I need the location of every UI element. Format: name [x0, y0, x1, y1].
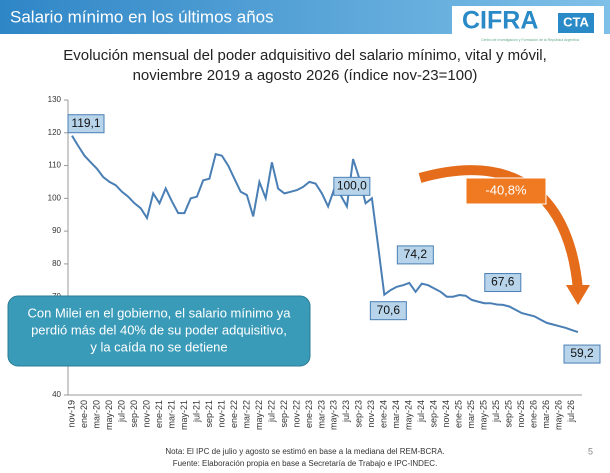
data-label: 100,0: [337, 179, 367, 193]
x-tick-label: ene-26: [529, 400, 539, 428]
data-label: 67,6: [491, 275, 515, 289]
y-tick-label: 80: [52, 259, 61, 268]
x-tick-label: sep-22: [279, 400, 289, 428]
footnote: Nota: El IPC de julio y agosto se estimó…: [165, 447, 444, 456]
x-tick-label: ene-25: [454, 400, 464, 428]
x-tick-label: jul-25: [491, 400, 501, 423]
x-tick-label: mar-24: [391, 400, 401, 429]
change-label: -40,8%: [485, 182, 527, 197]
logo-suffix: CTA: [563, 14, 589, 29]
x-tick-label: jul-23: [341, 400, 351, 423]
x-tick-label: nov-19: [66, 400, 76, 428]
logo: CIFRA: [462, 7, 538, 35]
x-tick-label: jul-26: [566, 400, 576, 423]
x-tick-label: may-24: [404, 400, 414, 430]
x-tick-label: sep-20: [129, 400, 139, 428]
x-tick-label: sep-24: [429, 400, 439, 428]
x-tick-label: nov-23: [366, 400, 376, 428]
data-label-box: [484, 273, 522, 293]
x-tick-label: nov-25: [516, 400, 526, 428]
callout-text: Con Milei en el gobierno, el salario mín…: [27, 305, 291, 320]
x-tick-label: mar-26: [541, 400, 551, 429]
x-tick-label: may-21: [179, 400, 189, 430]
x-tick-label: sep-23: [354, 400, 364, 428]
x-tick-label: mar-21: [166, 400, 176, 429]
series-line: [71, 135, 579, 334]
x-tick-label: nov-20: [141, 400, 151, 428]
callout-text: perdió más del 40% de su poder adquisiti…: [31, 322, 287, 337]
footnote: Fuente: Elaboración propia en base a Sec…: [173, 459, 438, 468]
callout-text: y la caída no se detiene: [90, 339, 227, 354]
logo-subtitle: Centro de Investigación y Formación de l…: [481, 38, 579, 42]
x-tick-label: ene-24: [379, 400, 389, 428]
x-tick-label: nov-24: [441, 400, 451, 428]
x-tick-label: jul-21: [191, 400, 201, 423]
chart-title: noviembre 2019 a agosto 2026 (índice nov…: [133, 67, 478, 84]
x-tick-label: ene-23: [304, 400, 314, 428]
x-tick-label: sep-21: [204, 400, 214, 428]
data-label: 74,2: [404, 247, 428, 261]
y-tick-label: 130: [48, 95, 62, 104]
data-label-box: [396, 245, 434, 265]
x-tick-label: ene-21: [154, 400, 164, 428]
page-number: 5: [588, 446, 593, 456]
data-label: 59,2: [570, 346, 594, 360]
data-label-box: [333, 176, 371, 196]
x-tick-label: mar-25: [466, 400, 476, 429]
x-tick-label: mar-22: [241, 400, 251, 429]
callout-box: [7, 295, 311, 367]
x-tick-label: may-22: [254, 400, 264, 430]
data-label: 119,1: [71, 116, 100, 130]
x-tick-label: jul-22: [266, 400, 276, 423]
y-tick-label: 90: [52, 226, 61, 235]
logo-suffix-box: [558, 13, 594, 33]
y-tick-label: 110: [48, 161, 61, 170]
x-tick-label: may-25: [479, 400, 489, 430]
data-label-box: [563, 344, 601, 364]
x-tick-label: nov-22: [291, 400, 301, 428]
arrow-head: [566, 285, 590, 305]
x-tick-label: jul-20: [116, 400, 126, 423]
x-tick-label: ene-20: [79, 400, 89, 428]
data-label-box: [369, 301, 407, 321]
y-tick-label: 100: [48, 193, 62, 202]
change-box: [465, 177, 547, 205]
x-tick-label: nov-21: [216, 400, 226, 428]
y-tick-label: 40: [52, 390, 61, 399]
data-label: 70,6: [377, 303, 401, 317]
x-tick-label: may-23: [329, 400, 339, 430]
x-tick-label: mar-20: [91, 400, 101, 429]
x-tick-label: jul-24: [416, 400, 426, 423]
x-tick-label: sep-25: [504, 400, 514, 428]
x-tick-label: may-26: [554, 400, 564, 430]
x-tick-label: ene-22: [229, 400, 239, 428]
header-title: Salario mínimo en los últimos años: [10, 7, 274, 26]
x-tick-label: mar-23: [316, 400, 326, 429]
x-tick-label: may-20: [104, 400, 114, 430]
chart-title: Evolución mensual del poder adquisitivo …: [63, 47, 547, 64]
data-label-box: [67, 114, 105, 134]
y-tick-label: 120: [48, 128, 62, 137]
